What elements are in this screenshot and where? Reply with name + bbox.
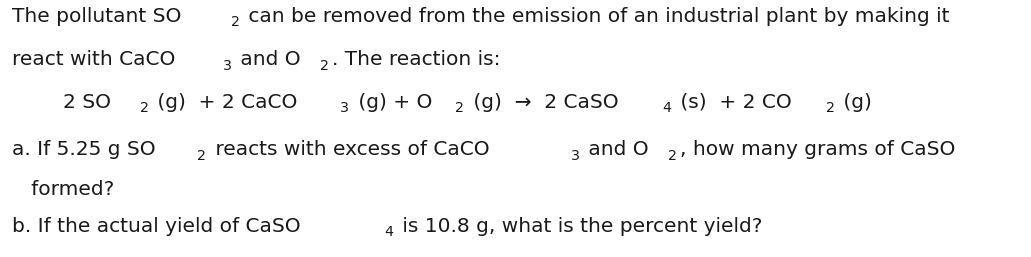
Text: The pollutant SO: The pollutant SO xyxy=(12,7,181,26)
Text: 3: 3 xyxy=(571,149,579,162)
Text: (s)  + 2 CO: (s) + 2 CO xyxy=(674,93,792,112)
Text: 3: 3 xyxy=(223,59,232,72)
Text: formed?: formed? xyxy=(12,180,114,199)
Text: (g)  →  2 CaSO: (g) → 2 CaSO xyxy=(467,93,619,112)
Text: and O: and O xyxy=(234,50,301,69)
Text: 4: 4 xyxy=(663,102,671,115)
Text: is 10.8 g, what is the percent yield?: is 10.8 g, what is the percent yield? xyxy=(396,217,762,236)
Text: 2: 2 xyxy=(231,15,239,30)
Text: 2: 2 xyxy=(321,59,329,72)
Text: a. If 5.25 g SO: a. If 5.25 g SO xyxy=(12,140,156,159)
Text: 2: 2 xyxy=(826,102,835,115)
Text: reacts with excess of CaCO: reacts with excess of CaCO xyxy=(208,140,490,159)
Text: 2: 2 xyxy=(140,102,148,115)
Text: b. If the actual yield of CaSO: b. If the actual yield of CaSO xyxy=(12,217,301,236)
Text: (g) + O: (g) + O xyxy=(352,93,432,112)
Text: 2: 2 xyxy=(668,149,677,162)
Text: 2: 2 xyxy=(197,149,206,162)
Text: can be removed from the emission of an industrial plant by making it: can be removed from the emission of an i… xyxy=(242,7,950,26)
Text: 2: 2 xyxy=(456,102,464,115)
Text: , how many grams of CaSO: , how many grams of CaSO xyxy=(679,140,956,159)
Text: react with CaCO: react with CaCO xyxy=(12,50,175,69)
Text: 3: 3 xyxy=(340,102,350,115)
Text: and O: and O xyxy=(583,140,650,159)
Text: (g): (g) xyxy=(837,93,872,112)
Text: . The reaction is:: . The reaction is: xyxy=(332,50,500,69)
Text: 4: 4 xyxy=(385,225,394,240)
Text: (g)  + 2 CaCO: (g) + 2 CaCO xyxy=(152,93,298,112)
Text: 2 SO: 2 SO xyxy=(12,93,111,112)
